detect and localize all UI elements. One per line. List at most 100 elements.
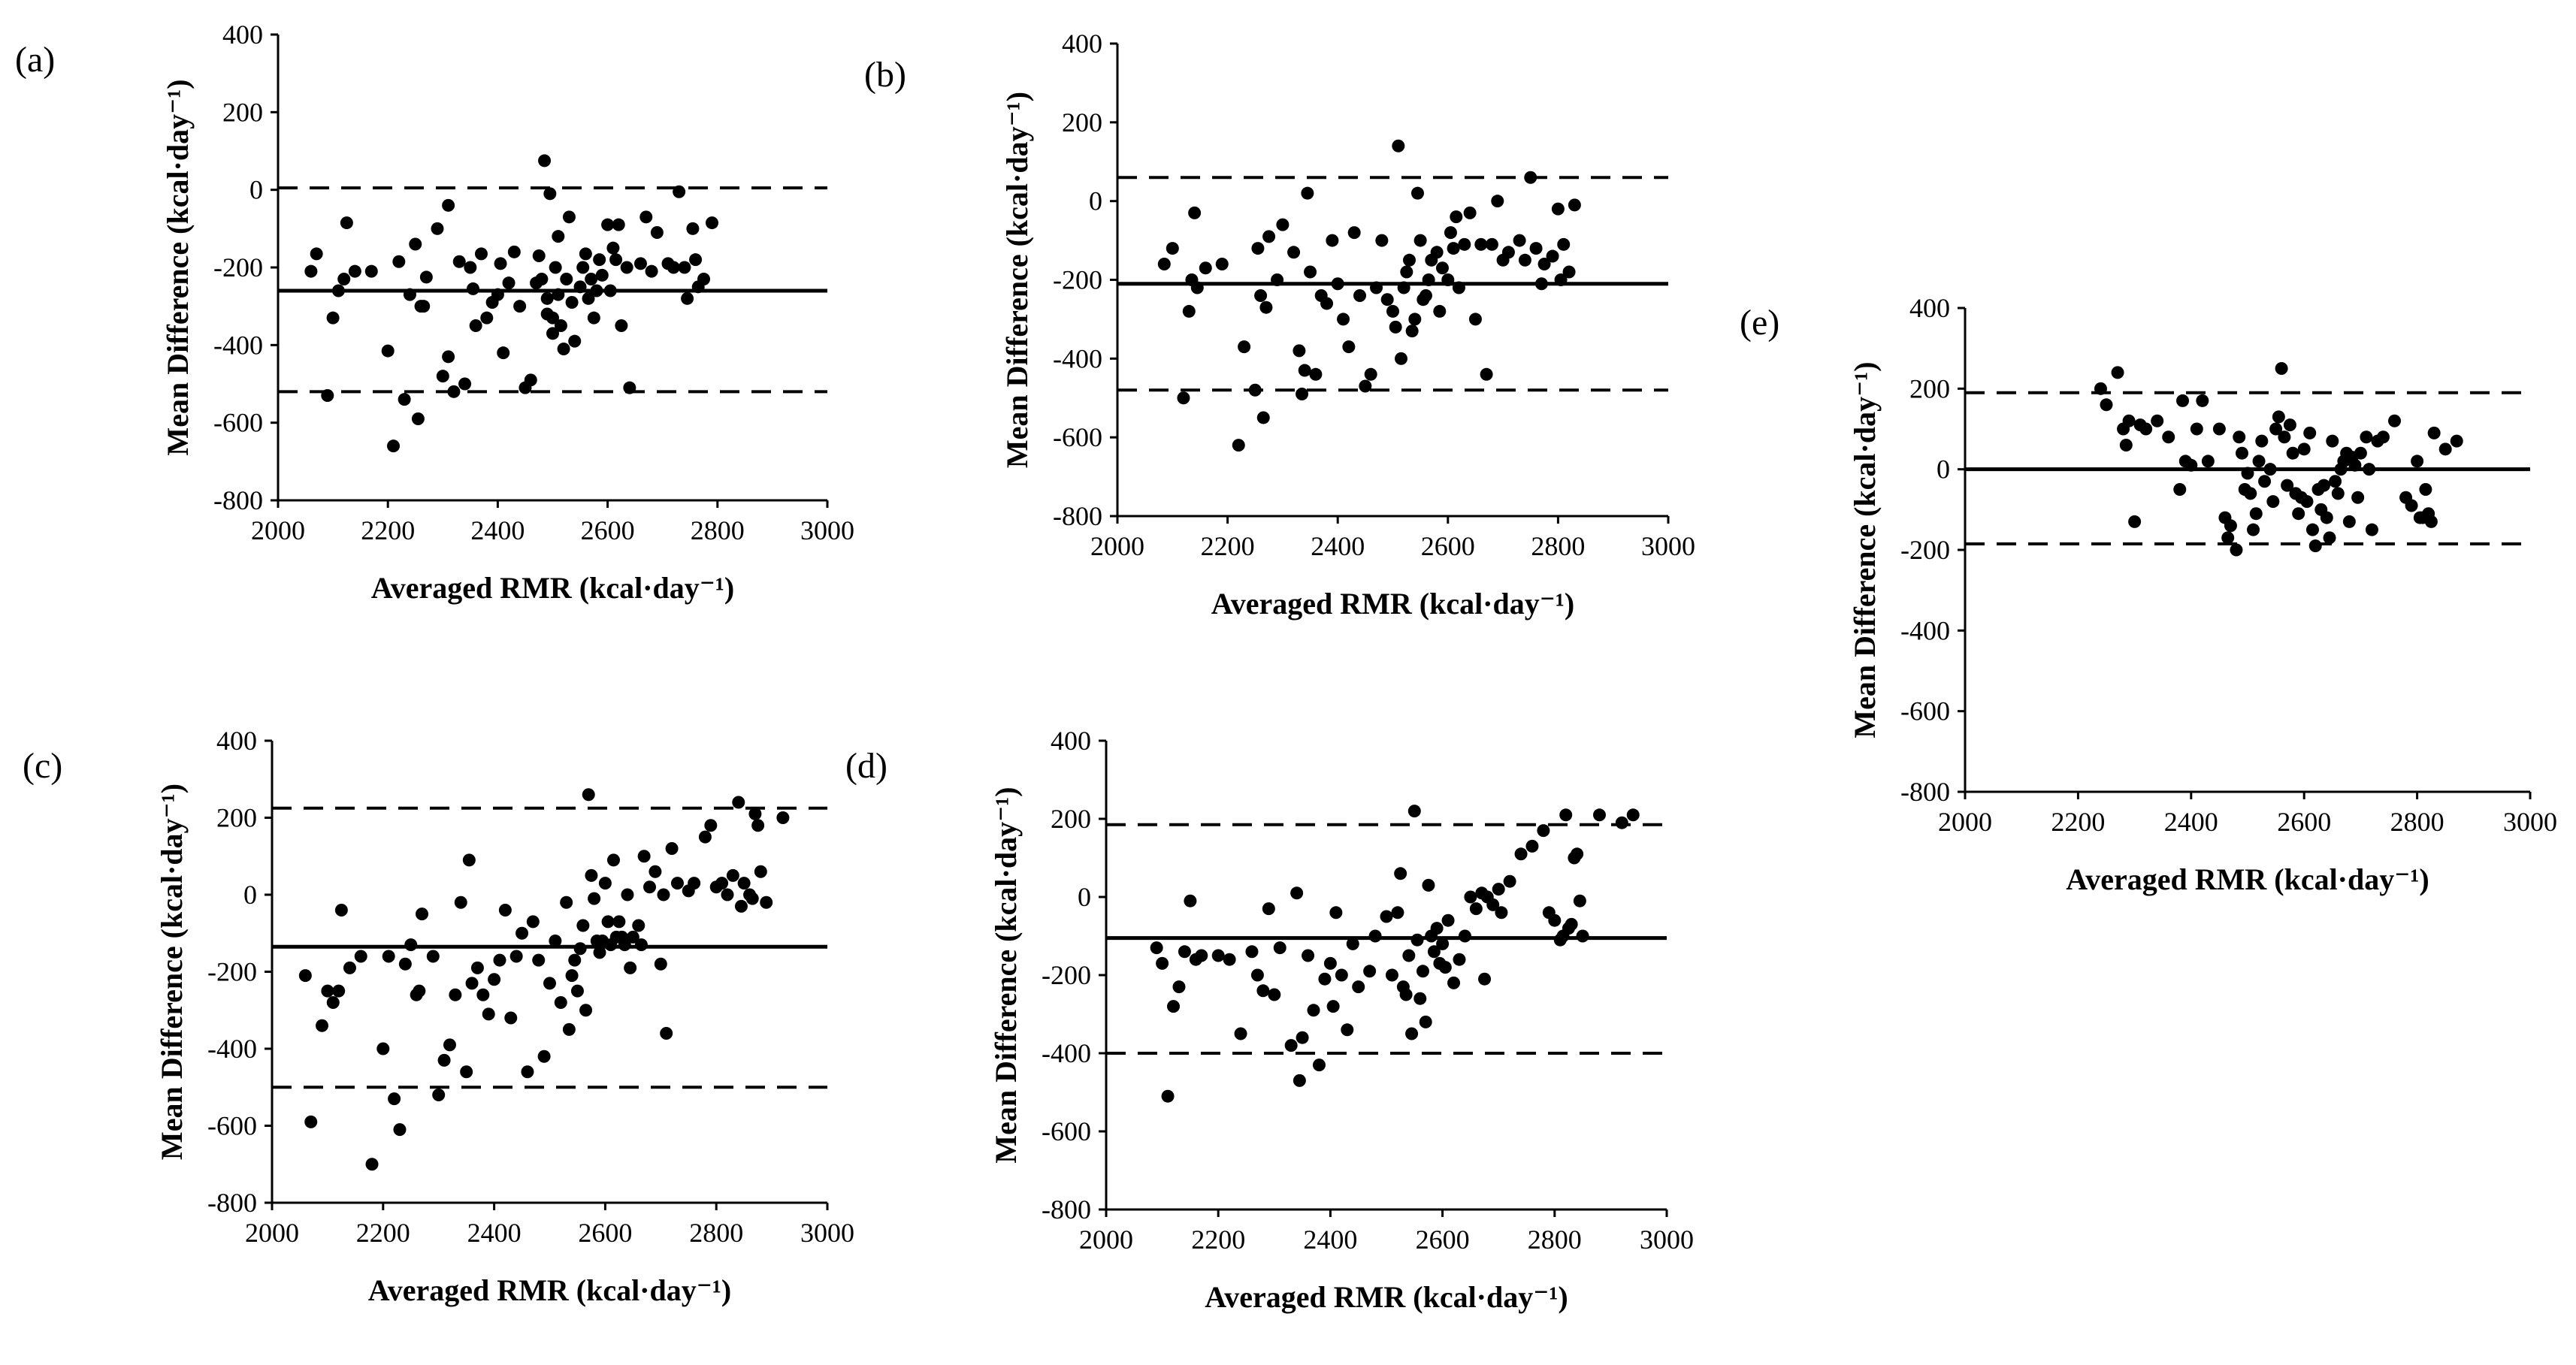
data-point — [1592, 808, 1606, 822]
data-point — [568, 334, 582, 348]
data-point — [1413, 234, 1427, 247]
data-point — [1391, 906, 1404, 920]
data-point — [310, 247, 323, 261]
data-point — [1248, 383, 1262, 397]
data-point — [316, 1019, 329, 1032]
data-point — [2263, 463, 2277, 476]
data-point — [1359, 379, 1372, 393]
y-tick-label: 0 — [1078, 882, 1091, 912]
data-point — [689, 253, 703, 267]
data-point — [1276, 218, 1290, 231]
data-point — [585, 868, 598, 882]
data-point — [1363, 965, 1377, 978]
data-point — [1430, 246, 1444, 259]
data-point — [2230, 543, 2243, 557]
data-point — [2119, 438, 2133, 451]
data-point — [1320, 297, 1334, 310]
data-point — [579, 247, 592, 261]
data-point — [1293, 344, 1306, 358]
data-point — [2266, 495, 2280, 509]
data-point — [1301, 186, 1314, 200]
data-point — [2363, 463, 2376, 476]
y-tick-label: -200 — [213, 252, 263, 282]
y-tick-label: 400 — [1909, 293, 1950, 323]
data-point — [1626, 808, 1640, 822]
y-tick-label: -400 — [1042, 1038, 1091, 1068]
data-point — [1178, 945, 1191, 959]
data-point — [1559, 808, 1573, 822]
data-point — [502, 276, 516, 290]
data-point — [557, 343, 570, 355]
data-point — [681, 291, 694, 305]
data-point — [1161, 1089, 1175, 1103]
data-point — [2252, 454, 2266, 468]
data-point — [1397, 281, 1410, 294]
data-point — [665, 842, 679, 855]
x-tick-label: 2200 — [361, 515, 415, 545]
data-point — [751, 819, 765, 832]
data-point — [734, 899, 748, 913]
data-point — [1234, 1027, 1247, 1040]
data-point — [1157, 258, 1171, 271]
data-point — [1405, 1027, 1419, 1040]
y-tick-label: -800 — [213, 485, 263, 515]
data-point — [464, 261, 477, 274]
data-point — [582, 291, 595, 305]
y-axis-label: Mean Difference (kcal·day⁻¹) — [1000, 92, 1034, 468]
data-point — [1546, 249, 1559, 263]
data-point — [1190, 281, 1204, 294]
data-point — [1386, 304, 1399, 318]
data-point — [1341, 1023, 1354, 1037]
data-point — [552, 230, 565, 243]
data-point — [540, 291, 554, 305]
data-point — [1513, 234, 1526, 247]
data-point — [2233, 430, 2246, 444]
data-point — [382, 950, 395, 963]
data-point — [381, 344, 395, 358]
data-point — [590, 284, 603, 297]
data-point — [1486, 898, 1500, 911]
data-point — [2303, 426, 2317, 439]
data-point — [698, 830, 712, 844]
data-point — [1380, 293, 1394, 307]
data-point — [1347, 226, 1361, 240]
data-point — [343, 961, 356, 974]
data-point — [573, 942, 587, 956]
data-point — [1296, 388, 1309, 401]
data-point — [1548, 914, 1562, 927]
data-point — [1534, 277, 1548, 291]
data-point — [643, 880, 657, 894]
data-point — [2351, 491, 2365, 504]
data-point — [634, 938, 648, 952]
x-tick-label: 2600 — [1416, 1225, 1470, 1255]
data-point — [1469, 902, 1483, 916]
chart-panel-5: (e) -800 -600 -400 -200 0 200 400 2000 2200 2400 26… — [1740, 293, 2557, 896]
data-point — [1326, 1000, 1340, 1013]
data-point — [1304, 265, 1317, 279]
data-point — [1491, 195, 1504, 208]
data-point — [2269, 422, 2283, 436]
data-point — [632, 919, 646, 932]
data-point — [1458, 929, 1471, 943]
y-tick-label: 0 — [243, 880, 257, 910]
data-point — [2258, 475, 2272, 488]
data-point — [443, 1038, 456, 1052]
data-point — [393, 1123, 407, 1137]
data-point — [568, 953, 582, 967]
y-tick-label: -600 — [207, 1111, 257, 1141]
data-point — [2342, 515, 2356, 528]
data-point — [437, 1053, 451, 1067]
data-point — [1232, 439, 1245, 452]
data-point — [1262, 230, 1276, 243]
data-point — [1524, 171, 1537, 184]
data-point — [549, 261, 562, 274]
data-point — [621, 888, 634, 901]
data-point — [1441, 914, 1455, 927]
data-point — [1554, 273, 1568, 286]
data-point — [606, 241, 620, 255]
data-point — [776, 811, 790, 824]
data-point — [2281, 479, 2294, 492]
y-tick-label: 200 — [216, 803, 257, 833]
x-tick-label: 2400 — [1311, 531, 1365, 561]
data-point — [304, 1115, 318, 1128]
